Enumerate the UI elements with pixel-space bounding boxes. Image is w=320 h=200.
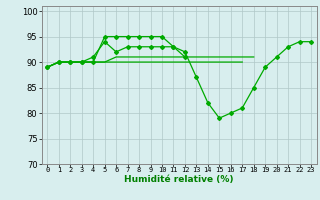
X-axis label: Humidité relative (%): Humidité relative (%) (124, 175, 234, 184)
